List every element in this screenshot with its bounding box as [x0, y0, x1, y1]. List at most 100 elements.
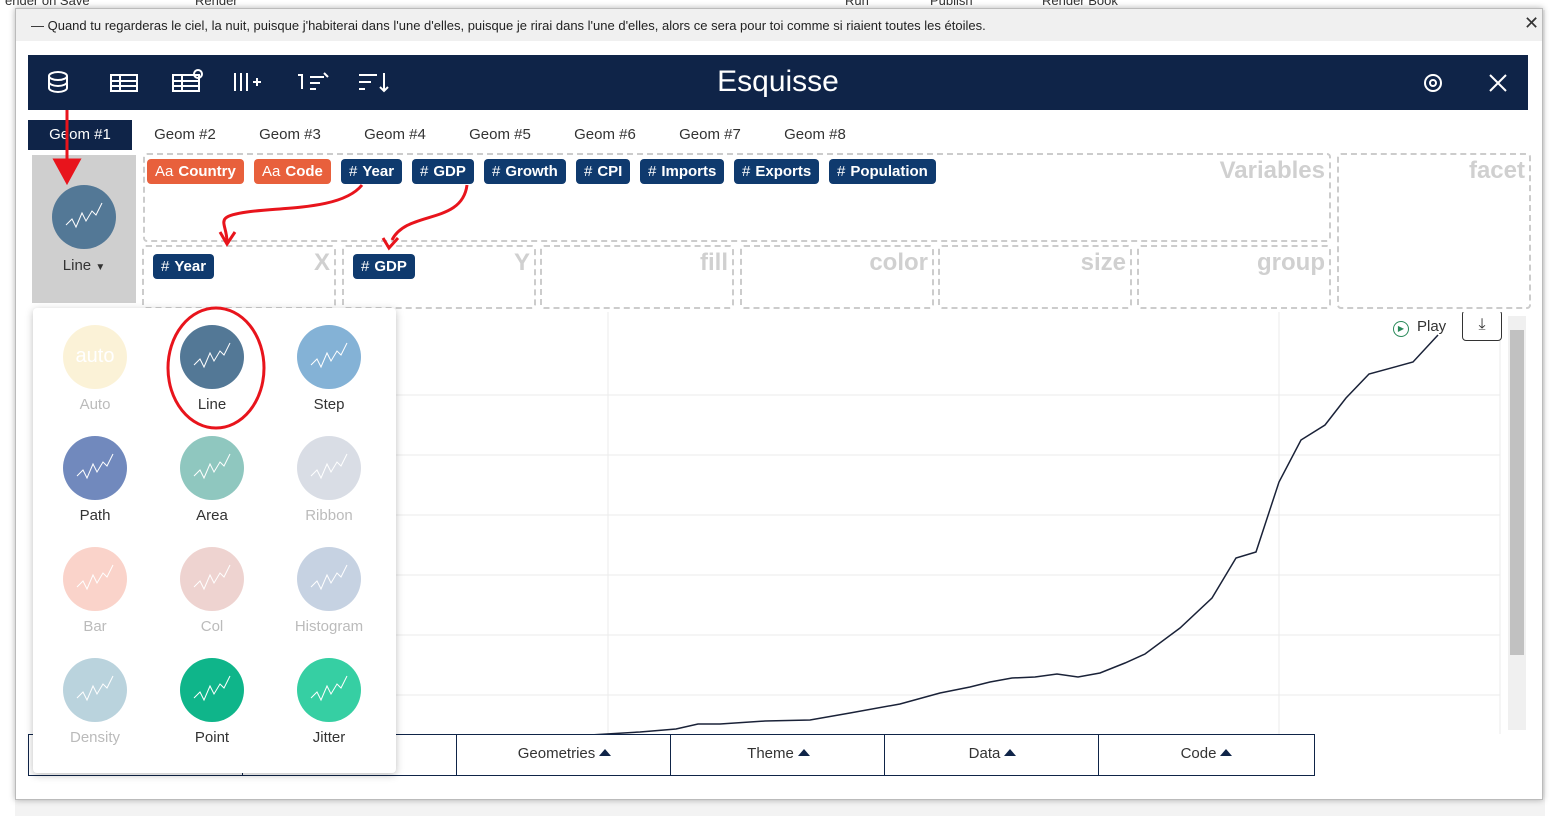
geom-option[interactable]: Point: [157, 658, 267, 746]
header-icons: [48, 69, 1507, 94]
geom-tab[interactable]: Geom #4: [364, 126, 426, 143]
geom-selected: Line: [62, 257, 92, 274]
zone-label: size: [1080, 249, 1126, 276]
bottom-button-label: Code: [1180, 745, 1217, 762]
caret: [599, 749, 612, 756]
geom-menu: auto Auto Line Step Path Area Ribbon Bar Col Hist…: [33, 308, 396, 773]
window-title: — Quand tu regarderas le ciel, la nuit, …: [31, 18, 986, 33]
background-pane: [1545, 10, 1563, 816]
icon-graphic: [310, 342, 348, 369]
variables-zone: Variables: [143, 153, 1331, 242]
geom-option-icon: [180, 658, 244, 722]
zone-label: Y: [513, 249, 530, 276]
geom-tab[interactable]: Geom #1: [28, 120, 132, 150]
geom-tab[interactable]: Geom #8: [784, 126, 846, 143]
variable-chip[interactable]: # Population: [829, 159, 936, 184]
toolbar-text: ender on Save: [5, 0, 90, 8]
geom-icon-graphic: [65, 202, 103, 229]
chip-type: #: [492, 163, 501, 180]
variable-chip[interactable]: Aa Country: [147, 159, 244, 184]
geom-option-icon: auto: [63, 325, 127, 389]
geom-option-icon: [180, 325, 244, 389]
geom-option[interactable]: Line: [157, 325, 267, 413]
download-button[interactable]: ⤓: [1462, 312, 1502, 341]
icon-graphic: [76, 564, 114, 591]
chip-name: GDP: [374, 258, 407, 275]
bottom-button[interactable]: Code: [1098, 734, 1315, 776]
geom-option[interactable]: Path: [40, 436, 150, 524]
geom-option-icon: [297, 658, 361, 722]
chip-name: Exports: [755, 163, 812, 180]
geom-option[interactable]: Step: [274, 325, 384, 413]
geom-option-label: Path: [79, 507, 111, 524]
chip-name: Code: [285, 163, 323, 180]
geom-option-icon: [297, 325, 361, 389]
icon-graphic: [310, 564, 348, 591]
geom-tab[interactable]: Geom #2: [154, 126, 216, 143]
drop-zone: Y # GDP: [342, 245, 536, 309]
app-title: Esquisse: [717, 65, 839, 98]
icon-text: auto: [75, 345, 115, 367]
toolbar-text: Publish: [930, 0, 973, 8]
caret: [1220, 749, 1233, 756]
geom-option-label: Histogram: [294, 618, 364, 635]
drop-zone: color: [740, 245, 934, 309]
geom-tab[interactable]: Geom #5: [469, 126, 531, 143]
icon-graphic: [193, 675, 231, 702]
icon-graphic: [193, 564, 231, 591]
geom-option[interactable]: Jitter: [274, 658, 384, 746]
header: Esquisse: [28, 55, 1528, 110]
geom-option[interactable]: Col: [157, 547, 267, 635]
geom-option-icon: [63, 547, 127, 611]
variable-chip[interactable]: # Year: [341, 159, 403, 184]
geom-selector[interactable]: Line ▼: [32, 155, 136, 303]
chip-name: CPI: [597, 163, 623, 180]
caret: [1004, 749, 1017, 756]
variable-chip[interactable]: # Growth: [484, 159, 566, 184]
geom-tab[interactable]: Geom #6: [574, 126, 636, 143]
variable-chip[interactable]: # Year: [153, 254, 215, 279]
geom-option-label: Density: [69, 729, 121, 746]
chip-name: Country: [178, 163, 236, 180]
variable-chip[interactable]: # Exports: [734, 159, 820, 184]
chip-name: Imports: [661, 163, 717, 180]
bottom-button[interactable]: Data: [884, 734, 1101, 776]
geom-option[interactable]: Bar: [40, 547, 150, 635]
geom-tab[interactable]: Geom #7: [679, 126, 741, 143]
icon-graphic: [76, 675, 114, 702]
geom-option-label: Auto: [79, 396, 111, 413]
bottom-button-label: Data: [968, 745, 1001, 762]
variable-chip[interactable]: Aa Code: [254, 159, 331, 184]
chip-name: Year: [174, 258, 207, 275]
chip-type: #: [837, 163, 846, 180]
chip-name: Growth: [505, 163, 558, 180]
drop-zone: group: [1137, 245, 1331, 309]
geom-option-icon: [63, 658, 127, 722]
background-toolbar: ender on Save Render Run Publish Render Book: [0, 0, 1563, 10]
variable-chip[interactable]: # Imports: [640, 159, 725, 184]
geom-tab[interactable]: Geom #3: [259, 126, 321, 143]
geom-option[interactable]: Ribbon: [274, 436, 384, 524]
geom-option[interactable]: Histogram: [274, 547, 384, 635]
geom-option-icon: [180, 436, 244, 500]
zone-label: facet: [1468, 157, 1525, 184]
bottom-button[interactable]: Geometries: [456, 734, 673, 776]
close-button[interactable]: ✕: [1524, 13, 1540, 33]
drop-zone: fill: [540, 245, 734, 309]
variable-chip[interactable]: # GDP: [353, 254, 415, 279]
chip-name: Year: [362, 163, 395, 180]
geom-option[interactable]: auto Auto: [40, 325, 150, 413]
chip-name: GDP: [433, 163, 466, 180]
geom-option[interactable]: Density: [40, 658, 150, 746]
icon-graphic: [193, 453, 231, 480]
play-label: Play: [1417, 318, 1447, 335]
drop-zone: X # Year: [142, 245, 336, 309]
toolbar-text: Render: [195, 0, 238, 8]
bottom-button[interactable]: Theme: [670, 734, 887, 776]
play-button[interactable]: ▶ Play: [1393, 318, 1446, 337]
chip-type: Aa: [155, 163, 174, 180]
variable-chip[interactable]: # GDP: [412, 159, 474, 184]
variable-chip[interactable]: # CPI: [576, 159, 631, 184]
geom-option[interactable]: Area: [157, 436, 267, 524]
